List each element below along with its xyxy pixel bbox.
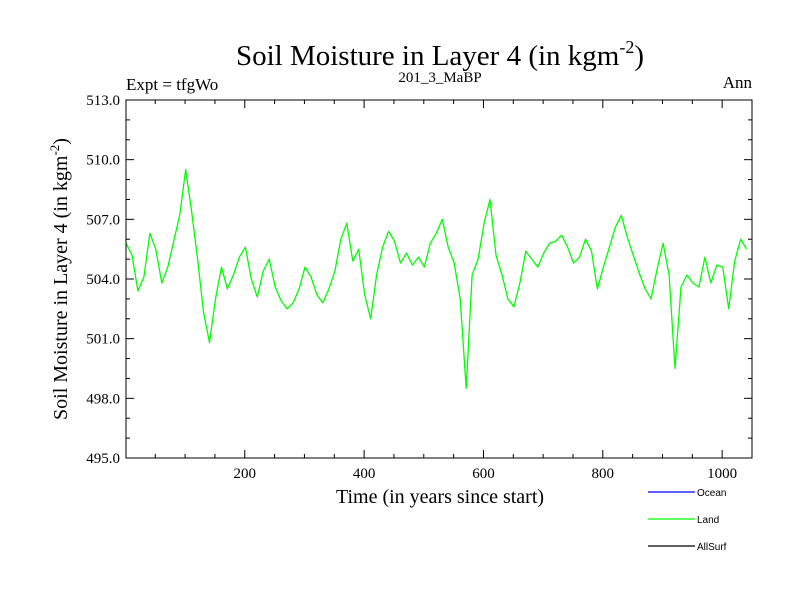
x-tick-label: 600	[472, 466, 495, 482]
legend: Ocean Land AllSurf	[648, 488, 727, 553]
period-label: 201_3_MaBP	[398, 70, 481, 86]
x-tick-label: 800	[592, 466, 615, 482]
y-tick-label: 510.0	[86, 153, 120, 169]
season-label: Ann	[723, 73, 753, 92]
x-axis-label: Time (in years since start)	[336, 486, 544, 508]
y-tick-label: 513.0	[86, 93, 120, 109]
legend-label-ocean: Ocean	[697, 488, 726, 499]
y-tick-label: 498.0	[86, 391, 120, 407]
experiment-label: Expt = tfgWo	[126, 75, 218, 94]
data-lines	[126, 168, 748, 390]
x-tick-label: 400	[353, 466, 376, 482]
legend-label-land: Land	[697, 515, 719, 526]
x-axis-ticks: 200 400 600 800 1000	[154, 100, 737, 482]
y-tick-label: 504.0	[86, 272, 120, 288]
legend-label-allsurf: AllSurf	[697, 542, 727, 553]
y-tick-label: 507.0	[86, 212, 120, 228]
x-tick-label: 200	[234, 466, 257, 482]
y-axis-label: Soil Moisture in Layer 4 (in kgm-2)	[47, 138, 72, 420]
y-axis-ticks: 495.0 498.0 501.0 504.0 507.0 510.0 513.0	[86, 93, 752, 467]
series-line-land	[126, 168, 748, 390]
y-tick-label: 501.0	[86, 332, 120, 348]
x-tick-label: 1000	[707, 466, 737, 482]
y-tick-label: 495.0	[86, 451, 120, 467]
chart-title: Soil Moisture in Layer 4 (in kgm-2)	[236, 37, 644, 72]
